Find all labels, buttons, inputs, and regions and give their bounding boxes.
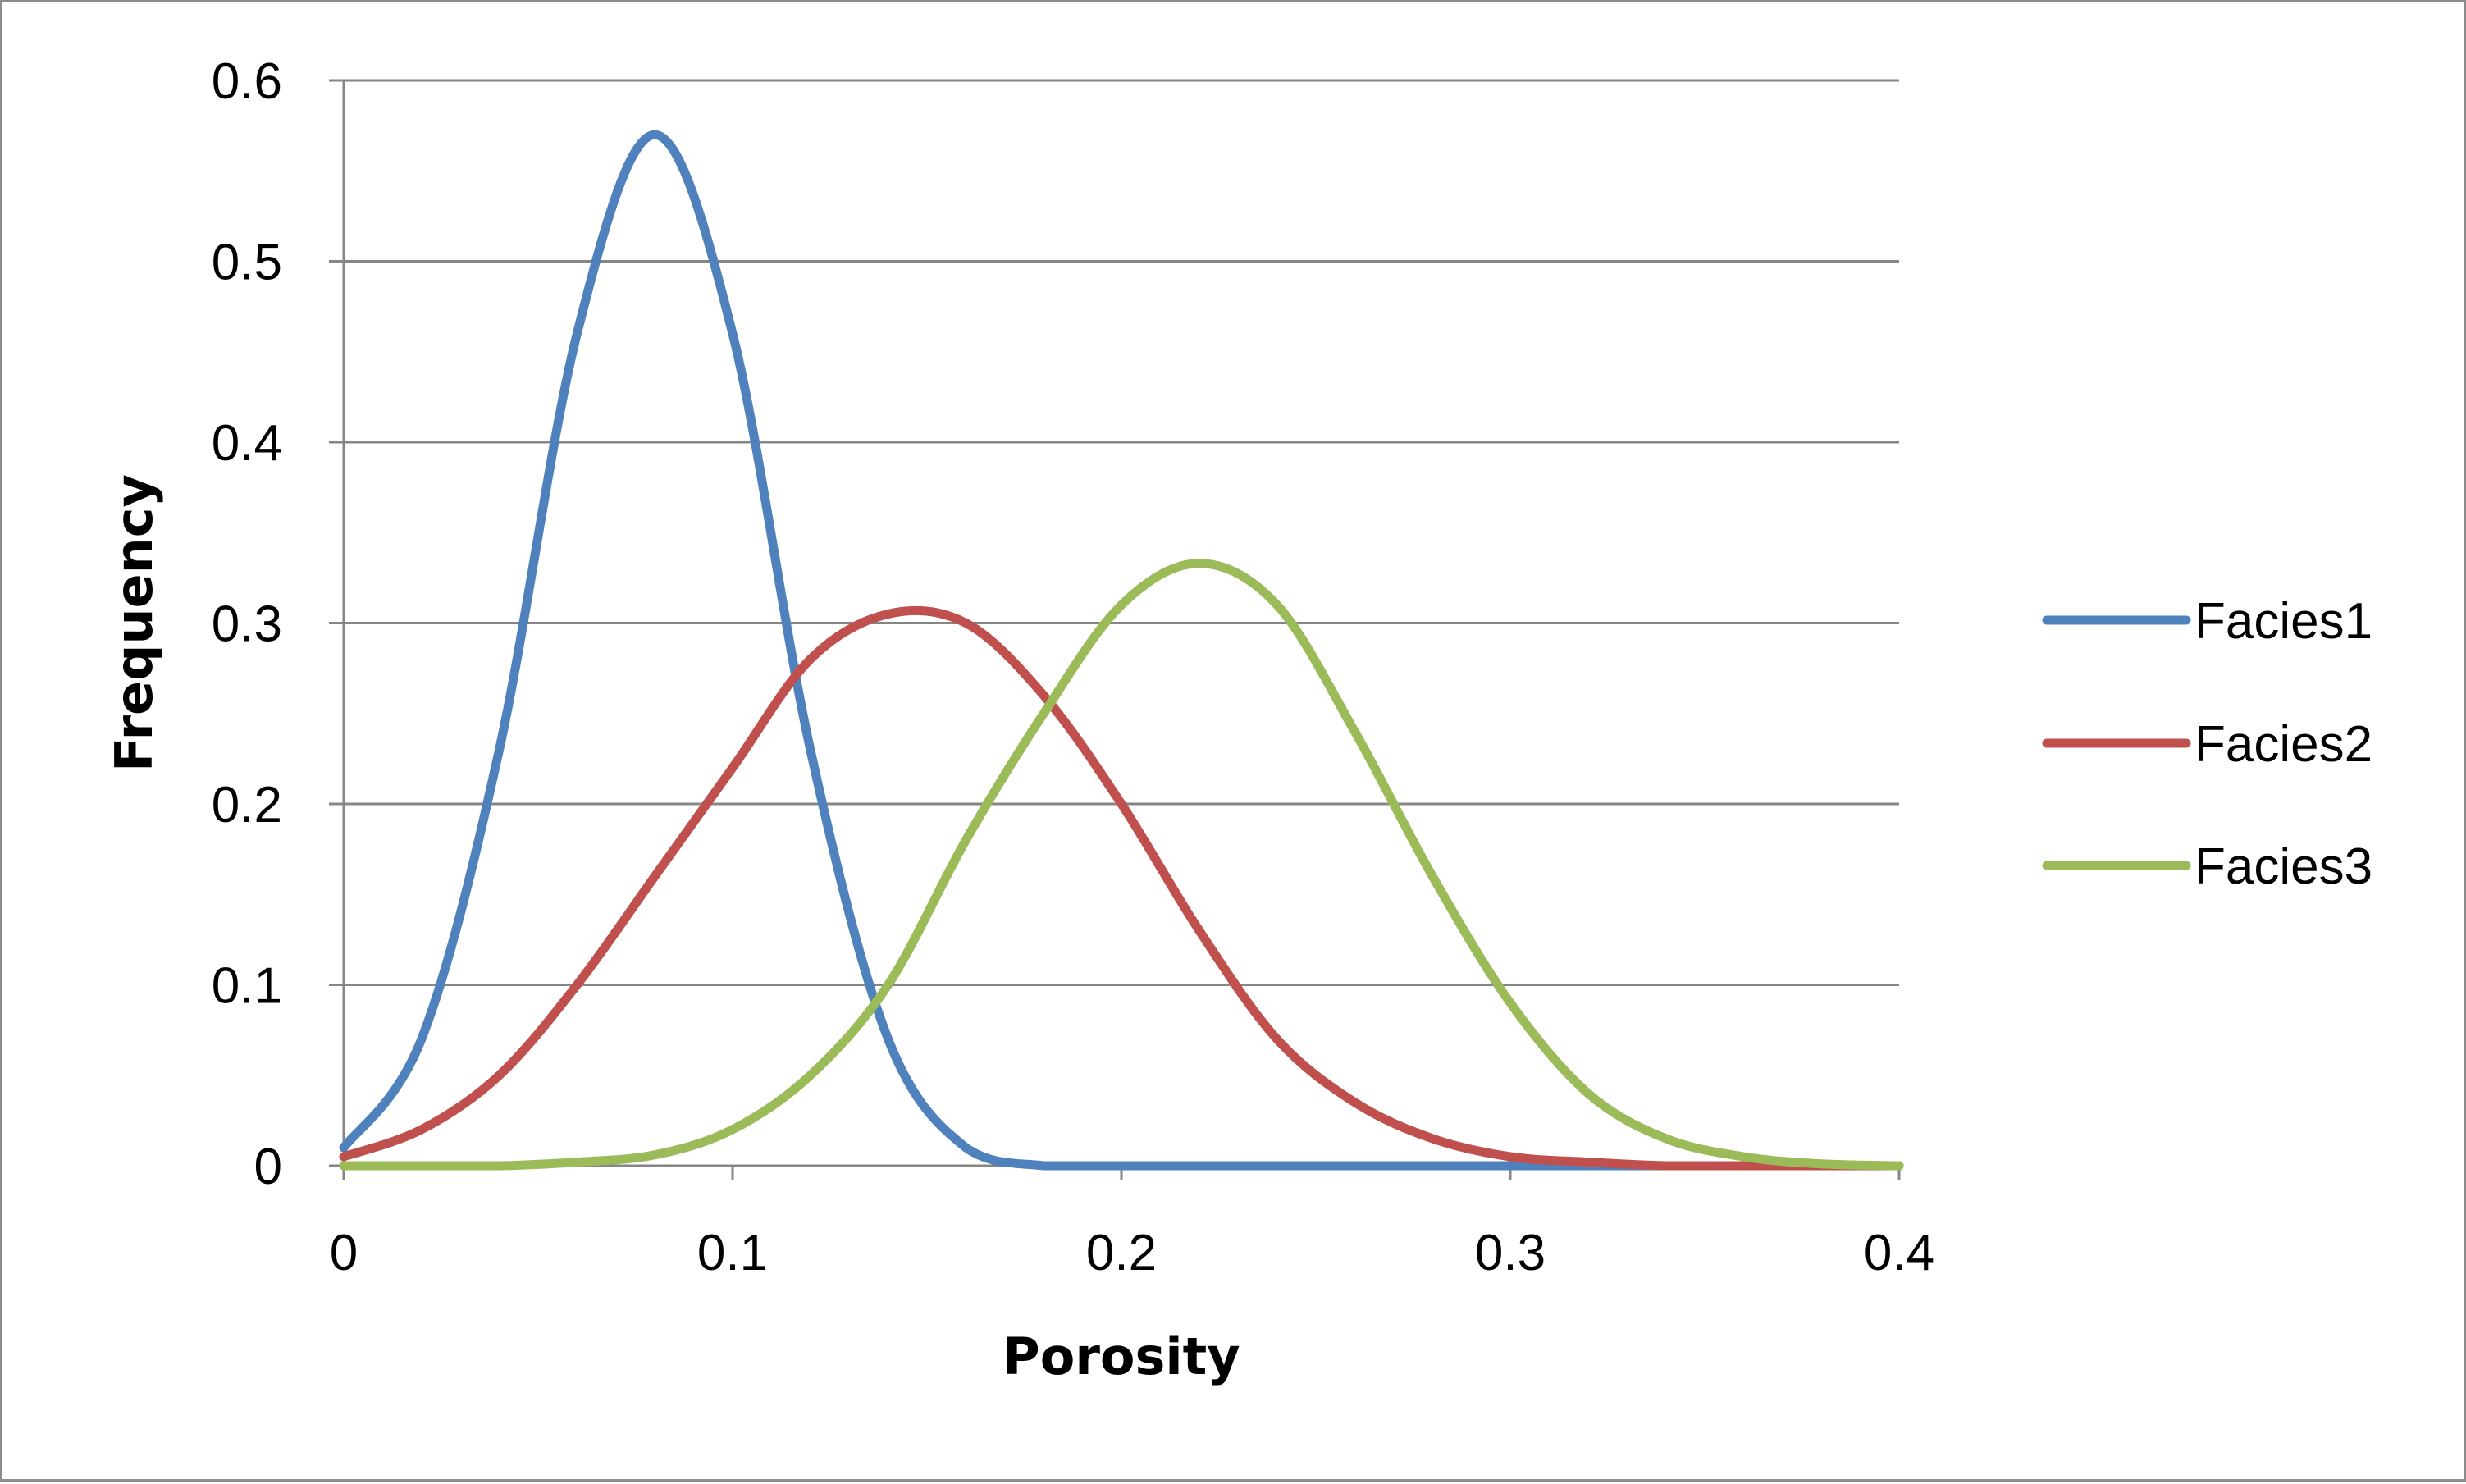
x-tick-label: 0.3 bbox=[1475, 1225, 1546, 1281]
legend-label: Facies3 bbox=[2194, 838, 2372, 895]
x-tick-label: 0 bbox=[330, 1225, 358, 1281]
plot-area-series bbox=[339, 130, 1904, 1171]
series-line-facies1 bbox=[339, 130, 1904, 1171]
y-axis-title: Frequency bbox=[104, 474, 164, 772]
x-tick-label: 0.1 bbox=[697, 1225, 768, 1281]
y-tick-label: 0 bbox=[254, 1139, 282, 1195]
x-axis-title: Porosity bbox=[1002, 1326, 1240, 1386]
y-tick-label: 0.2 bbox=[212, 777, 282, 833]
legend-item-facies2: Facies2 bbox=[2042, 716, 2372, 773]
gridlines bbox=[344, 79, 1899, 986]
legend-item-facies3: Facies3 bbox=[2042, 838, 2372, 895]
axes bbox=[329, 79, 1901, 1180]
legend: Facies1 Facies2 Facies3 bbox=[2042, 593, 2372, 895]
tick-labels: 0 0.1 0.2 0.3 0.4 0.5 0.6 0 0.1 0.2 0.3 0.4 bbox=[212, 53, 1934, 1281]
legend-label: Facies1 bbox=[2194, 593, 2372, 650]
y-tick-label: 0.6 bbox=[212, 53, 282, 110]
series-line-facies3 bbox=[339, 559, 1904, 1171]
y-tick-label: 0.4 bbox=[212, 415, 282, 472]
y-tick-label: 0.1 bbox=[212, 958, 282, 1015]
y-tick-label: 0.3 bbox=[212, 596, 282, 653]
series-line-facies2 bbox=[339, 605, 1904, 1171]
x-tick-label: 0.4 bbox=[1864, 1225, 1934, 1281]
legend-item-facies1: Facies1 bbox=[2042, 593, 2372, 650]
y-tick-label: 0.5 bbox=[212, 235, 282, 291]
x-tick-label: 0.2 bbox=[1086, 1225, 1157, 1281]
legend-label: Facies2 bbox=[2194, 716, 2372, 773]
